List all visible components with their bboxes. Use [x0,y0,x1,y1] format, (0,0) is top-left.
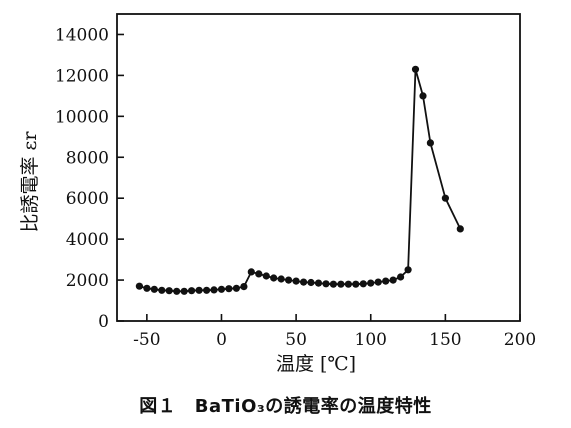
chart: 0 2000 4000 6000 8000 10000 12000 14000 -50 0 50 1… [19,13,536,375]
data-point [397,273,405,281]
data-point [456,225,464,233]
figure-caption: 図１ BaTiO₃の誘電率の温度特性 [139,396,432,417]
data-point [367,279,375,287]
y-tick-label: 0 [98,312,109,332]
data-point [314,279,323,287]
x-tick-label: 50 [285,330,307,350]
data-point [411,65,420,73]
y-tick-label: 12000 [55,66,109,86]
y-tick-label: 6000 [66,189,109,209]
data-point [158,286,166,294]
data-point [188,287,196,295]
data-point [344,280,352,288]
data-point [374,278,382,286]
data-point [180,287,188,295]
data-point [419,92,427,100]
data-point [337,280,345,288]
data-point [210,286,218,294]
data-point [232,284,240,292]
data-point [441,194,449,202]
data-point [143,284,151,292]
y-tick-label: 8000 [66,148,109,168]
data-point [322,280,330,288]
data-point [285,276,293,284]
data-point [307,278,315,287]
data-point [247,268,255,276]
x-tick-label: 150 [429,330,461,350]
data-point [195,286,203,294]
x-tick-label: 100 [355,330,387,350]
series-layer [135,65,464,295]
data-point [389,276,397,284]
data-point [277,275,285,283]
y-tick-label: 14000 [55,25,109,45]
y-axis-ticks: 0 2000 4000 6000 8000 10000 12000 14000 [55,25,124,332]
data-point [404,266,412,274]
data-point [300,278,308,286]
data-point [150,285,158,293]
x-axis-title: 温度 [℃] [276,353,356,375]
x-tick-label: -50 [133,330,160,350]
data-point [217,285,226,293]
data-point [382,277,390,285]
data-point [173,287,181,295]
data-point [329,280,337,288]
data-point [262,272,270,280]
x-tick-label: 0 [216,330,227,350]
data-point [135,282,143,290]
data-point [203,286,211,294]
data-point [165,287,173,295]
x-tick-label: 200 [504,330,536,350]
data-point [359,280,367,288]
y-tick-label: 4000 [66,230,109,250]
y-tick-label: 10000 [55,107,109,127]
plot-frame [116,13,521,322]
data-point [352,280,360,288]
series-line [139,68,462,293]
data-point [426,139,434,147]
data-point [292,277,300,285]
data-point [255,270,263,278]
y-tick-label: 2000 [66,271,109,291]
data-point [225,285,233,293]
data-point [270,274,278,282]
y-axis-title: 比誘電率 εr [19,131,41,233]
x-axis-ticks: -50 0 50 100 150 200 [133,314,536,350]
data-point [240,283,248,291]
